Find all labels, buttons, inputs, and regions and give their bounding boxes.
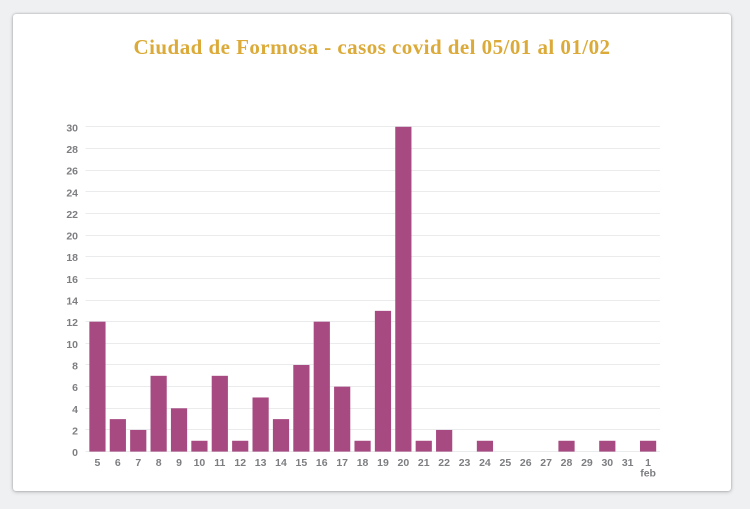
svg-text:10: 10 [194,457,206,469]
svg-text:24: 24 [66,187,78,199]
svg-text:26: 26 [520,457,532,469]
svg-text:10: 10 [66,339,78,351]
svg-text:16: 16 [316,457,328,469]
svg-text:30: 30 [601,457,613,469]
svg-text:18: 18 [357,457,369,469]
svg-text:22: 22 [438,457,450,469]
svg-text:17: 17 [336,457,348,469]
svg-text:1: 1 [645,457,651,469]
svg-text:22: 22 [66,209,78,221]
svg-text:30: 30 [66,122,78,134]
svg-text:28: 28 [561,457,573,469]
svg-text:19: 19 [377,457,389,469]
svg-text:20: 20 [66,231,78,243]
svg-text:9: 9 [176,457,182,469]
svg-text:5: 5 [95,457,101,469]
svg-text:11: 11 [214,457,225,469]
svg-text:15: 15 [296,457,308,469]
svg-text:27: 27 [540,457,552,469]
svg-text:6: 6 [72,382,78,394]
svg-text:25: 25 [499,457,511,469]
svg-text:31: 31 [622,457,634,469]
svg-text:23: 23 [459,457,471,469]
svg-text:14: 14 [275,457,287,469]
svg-text:7: 7 [135,457,141,469]
svg-text:6: 6 [115,457,121,469]
svg-text:13: 13 [255,457,267,469]
svg-text:8: 8 [72,361,78,373]
svg-text:24: 24 [479,457,491,469]
svg-text:0: 0 [72,447,78,459]
svg-text:12: 12 [66,317,78,329]
svg-text:29: 29 [581,457,593,469]
svg-text:16: 16 [66,274,78,286]
svg-text:12: 12 [234,457,246,469]
svg-text:2: 2 [72,425,78,437]
svg-text:4: 4 [72,404,78,416]
svg-text:14: 14 [66,296,78,308]
svg-text:26: 26 [66,166,78,178]
svg-text:18: 18 [66,252,78,264]
svg-text:20: 20 [398,457,410,469]
svg-text:feb: feb [640,467,656,479]
svg-text:21: 21 [418,457,430,469]
svg-text:28: 28 [66,144,78,156]
svg-text:8: 8 [156,457,162,469]
